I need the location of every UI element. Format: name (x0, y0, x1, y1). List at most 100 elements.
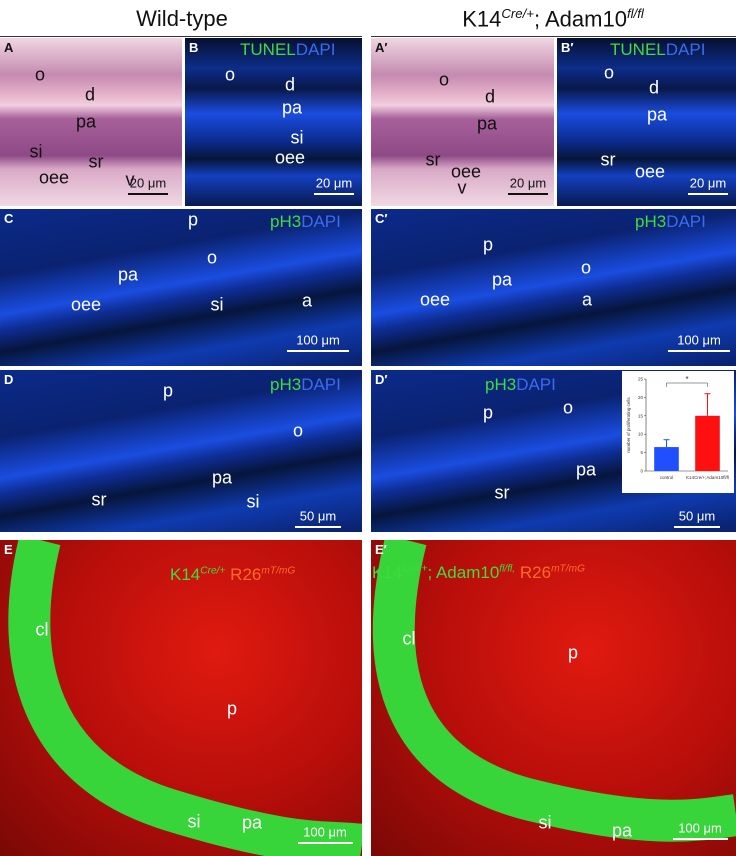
structure-label: si (290, 127, 304, 148)
superscript: Cre/+ (200, 565, 226, 577)
column-header: Wild-type (136, 6, 228, 32)
scale-bar (668, 350, 730, 352)
structure-label: o (34, 64, 46, 85)
structure-label: pa (646, 104, 668, 125)
scale-label: 100 μm (303, 824, 347, 840)
panel-letter: C (4, 211, 14, 226)
text-part: pH3 (635, 212, 667, 231)
structure-label: oee (38, 167, 70, 188)
scale-bar (287, 350, 349, 352)
structure-label: v (457, 177, 467, 198)
y-tick-label: 5 (640, 450, 643, 455)
panel-letter: D (4, 372, 14, 387)
structure-label: d (648, 77, 660, 98)
y-tick-label: 15 (638, 413, 644, 418)
scale-label: 20 μm (689, 175, 727, 191)
structure-label: p (162, 380, 174, 401)
text-part: ; Adam10 (533, 6, 627, 32)
text-part: TUNEL (240, 40, 296, 59)
epithelium (372, 540, 736, 842)
structure-label: d (284, 74, 296, 95)
structure-label: a (581, 289, 593, 310)
structure-label: o (292, 420, 304, 441)
green-layer (8, 540, 362, 856)
stain-legend: pH3DAPI (635, 212, 706, 232)
structure-label: pa (611, 820, 633, 841)
superscript: Cre/+ (501, 6, 534, 21)
scale-bar (674, 526, 720, 528)
bar (654, 447, 679, 471)
micrograph-panel: B TUNELDAPI o d pa si oee 20 μm (185, 38, 362, 206)
stain-legend: K14Cre/+ R26mT/mG (170, 565, 295, 585)
structure-label: si (187, 811, 201, 832)
scale-label: 100 μm (677, 332, 721, 348)
structure-label: oee (634, 161, 666, 182)
scale-label: 100 μm (296, 332, 340, 348)
scale-label: 50 μm (299, 508, 337, 524)
scale-label: 100 μm (678, 820, 722, 836)
text-part: pH3 (270, 212, 302, 231)
scale-bar (688, 193, 728, 195)
panel-letter: B (189, 40, 199, 55)
micrograph-panel: E′ K14Cre/+; Adam10fl/fl, R26mT/mG cl p si pa… (371, 540, 736, 856)
text-part: TUNEL (610, 40, 666, 59)
header-rule (371, 36, 736, 37)
superscript: fl/fl, (499, 563, 516, 575)
structure-label: o (224, 64, 236, 85)
micrograph-panel: C′ pH3DAPI p o pa oee a 100 μm (371, 209, 736, 366)
stain-legend: TUNELDAPI (610, 40, 705, 60)
text-part: DAPI (666, 212, 706, 231)
scale-label: 20 μm (509, 175, 547, 191)
structure-label: pa (75, 111, 97, 132)
structure-label: si (246, 491, 260, 512)
scale-bar (672, 838, 728, 840)
text-part: DAPI (516, 375, 556, 394)
structure-label: p (482, 402, 494, 423)
y-tick-label: 20 (638, 395, 644, 400)
text-part: ; Adam10 (427, 563, 500, 582)
structure-label: oee (450, 161, 482, 182)
structure-label: o (562, 397, 574, 418)
text-part: DAPI (665, 40, 706, 59)
structure-label: v (125, 169, 135, 190)
structure-label: sr (494, 482, 510, 503)
structure-label: sr (425, 149, 441, 170)
structure-label: cl (35, 619, 49, 640)
micrograph-panel: B′ TUNELDAPI o d pa sr oee 20 μm (557, 38, 736, 206)
structure-label: pa (241, 812, 263, 833)
structure-label: sr (91, 489, 107, 510)
text-part: pH3 (485, 375, 517, 394)
x-tick-label: K14Cre/+;Adam10fl/fl (686, 475, 729, 480)
structure-label: p (187, 209, 199, 230)
structure-label: pa (476, 113, 498, 134)
structure-label: sr (88, 151, 104, 172)
scale-bar (295, 526, 341, 528)
stain-legend: TUNELDAPI (240, 40, 335, 60)
panel-letter: C′ (375, 211, 388, 226)
epithelium (8, 540, 362, 856)
structure-label: pa (117, 264, 139, 285)
text-part: R26 (225, 565, 262, 584)
text-part: DAPI (301, 212, 341, 231)
structure-label: o (438, 69, 450, 90)
y-tick-label: 10 (638, 432, 644, 437)
panel-letter: B′ (561, 40, 574, 55)
structure-label: oee (274, 147, 306, 168)
structure-label: pa (575, 459, 597, 480)
text-part: K14 (372, 563, 403, 582)
x-tick-label: control (660, 475, 674, 480)
structure-label: o (603, 62, 615, 83)
scale-bar (297, 842, 353, 844)
text-part: Wild-type (136, 6, 228, 31)
structure-label: p (226, 698, 238, 719)
structure-label: o (580, 257, 592, 278)
significance-mark: * (685, 375, 688, 384)
structure-label: d (84, 84, 96, 105)
text-part: K14 (462, 6, 502, 32)
y-axis-label: number of proliferating cells (626, 397, 631, 453)
structure-label: cl (402, 628, 416, 649)
scale-bar (508, 193, 548, 195)
structure-label: sr (600, 149, 616, 170)
